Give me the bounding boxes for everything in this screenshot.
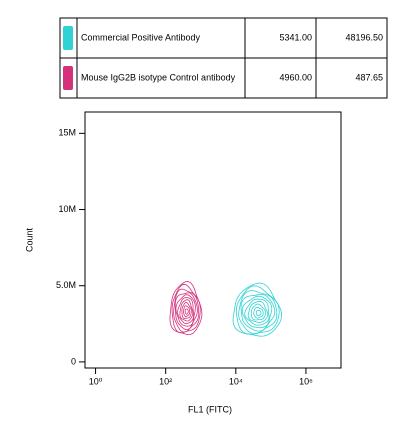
legend-swatch: [63, 66, 73, 90]
x-tick-label: 10⁴: [229, 376, 243, 386]
contour: [184, 308, 189, 315]
table-value: 48196.50: [345, 32, 383, 42]
contour: [181, 301, 192, 319]
contour: [240, 294, 276, 332]
contour: [253, 306, 264, 319]
y-tick-label: 0: [71, 356, 76, 366]
legend-label: Commercial Positive Antibody: [81, 32, 201, 42]
table-value: 487.65: [355, 72, 383, 82]
legend-label: Mouse IgG2B isotype Control antibody: [81, 72, 236, 82]
contour: [174, 292, 198, 330]
x-axis-label: FL1 (FITC): [188, 404, 232, 414]
x-tick-label: 10²: [159, 376, 172, 386]
table-row: [59, 57, 388, 99]
table-value: 5341.00: [279, 32, 312, 42]
y-tick-label: 15M: [58, 128, 76, 138]
contour: [247, 300, 269, 324]
contour: [169, 281, 203, 336]
y-axis-label: Count: [24, 228, 34, 253]
x-tick-label: 10⁰: [89, 376, 103, 386]
contour: [255, 310, 262, 317]
contour: [232, 282, 282, 337]
plot-frame: [84, 111, 342, 369]
legend-swatch: [63, 26, 73, 50]
contour: [175, 294, 196, 327]
contour: [179, 299, 194, 322]
table-value: 4960.00: [279, 72, 312, 82]
contour: [183, 305, 191, 318]
x-tick-label: 10⁶: [299, 376, 313, 386]
contour: [241, 295, 273, 329]
contour: [250, 303, 267, 321]
contour: [238, 290, 278, 335]
contour: [244, 298, 270, 326]
contour: [177, 297, 195, 325]
contour: [235, 285, 280, 335]
contour: [171, 283, 201, 334]
y-tick-label: 5.0M: [56, 280, 76, 290]
y-tick-label: 10M: [58, 204, 76, 214]
